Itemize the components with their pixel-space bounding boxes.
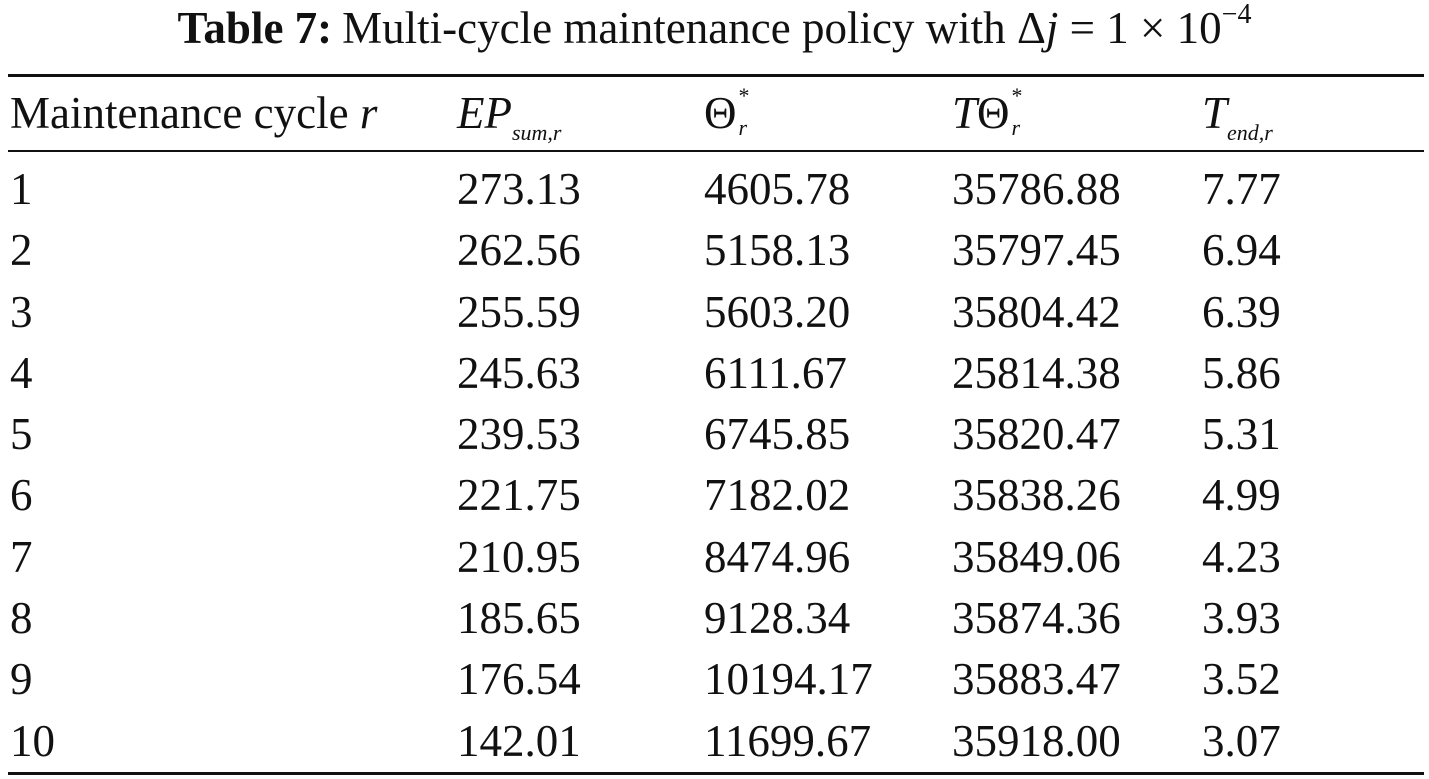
header-tend-sub: end,r: [1227, 120, 1273, 145]
cell-t-theta: 35883.47: [952, 654, 1121, 705]
table-row: 2 262.56 5158.13 35797.45 6.94: [0, 221, 1429, 282]
header-theta-star: Θ * r: [704, 82, 759, 144]
cell-theta: 11699.67: [704, 715, 872, 766]
cell-t-end: 4.99: [1202, 470, 1281, 521]
table-row: 1 273.13 4605.78 35786.88 7.77: [0, 160, 1429, 221]
cell-t-end: 5.31: [1202, 409, 1281, 460]
cell-ep-sum: 273.13: [457, 164, 581, 214]
caption-text: Multi-cycle maintenance policy with: [342, 3, 1006, 53]
cell-t-theta: 35874.36: [952, 593, 1121, 644]
table-row: 6 221.75 7182.02 35838.26 4.99: [0, 466, 1429, 527]
cell-ep-sum: 221.75: [457, 470, 581, 521]
cell-t-theta: 35786.88: [952, 164, 1121, 214]
cell-t-end: 3.52: [1202, 654, 1281, 705]
table-top-rule: [8, 74, 1424, 77]
header-ep-sum: EPsum,r: [457, 82, 562, 152]
cell-cycle: 1: [10, 164, 33, 214]
cell-t-theta: 35849.06: [952, 531, 1121, 582]
table-bottom-rule: [8, 772, 1424, 775]
header-ep-sub: sum,r: [511, 120, 562, 145]
cell-t-end: 6.39: [1202, 286, 1281, 337]
caption-variable: j: [1045, 3, 1059, 53]
header-theta-sup: *: [738, 83, 750, 108]
cell-theta: 6111.67: [704, 347, 847, 398]
header-ttheta-t: T: [952, 88, 978, 138]
cell-cycle: 4: [10, 347, 33, 398]
cell-theta: 8474.96: [704, 531, 851, 582]
cell-ep-sum: 239.53: [457, 409, 581, 460]
header-theta-scripts: * r: [737, 82, 759, 144]
cell-t-theta: 35804.42: [952, 286, 1121, 337]
cell-t-end: 3.93: [1202, 593, 1281, 644]
table-row: 4 245.63 6111.67 25814.38 5.86: [0, 344, 1429, 405]
table-row: 7 210.95 8474.96 35849.06 4.23: [0, 528, 1429, 589]
header-t-end: Tend,r: [1202, 82, 1273, 152]
header-ep-main: EP: [457, 88, 512, 138]
header-ttheta-scripts: * r: [1010, 82, 1032, 144]
table-row: 9 176.54 10194.17 35883.47 3.52: [0, 650, 1429, 711]
caption-delta-symbol: Δ: [1016, 3, 1046, 53]
cell-theta: 5603.20: [704, 286, 851, 337]
cell-cycle: 3: [10, 286, 33, 337]
table-row: 10 142.01 11699.67 35918.00 3.07: [0, 712, 1429, 773]
cell-cycle: 10: [10, 715, 55, 766]
cell-ep-sum: 210.95: [457, 531, 581, 582]
cell-cycle: 6: [10, 470, 33, 521]
cell-theta: 10194.17: [704, 654, 873, 705]
cell-ep-sum: 245.63: [457, 347, 581, 398]
table-header-rule: [8, 150, 1424, 152]
cell-cycle: 2: [10, 225, 33, 276]
caption-label: Table 7:: [177, 3, 333, 53]
cell-theta: 7182.02: [704, 470, 851, 521]
cell-t-end: 4.23: [1202, 531, 1281, 582]
caption-exponent: −4: [1221, 0, 1252, 30]
cell-ep-sum: 185.65: [457, 593, 581, 644]
table-row: 8 185.65 9128.34 35874.36 3.93: [0, 589, 1429, 650]
header-cycle-text: Maintenance cycle: [10, 88, 360, 138]
header-ttheta-sup: *: [1011, 83, 1023, 108]
cell-theta: 4605.78: [704, 164, 851, 214]
table-header-row: Maintenance cycle r EPsum,r Θ * r TΘ * r Ten…: [0, 82, 1429, 145]
cell-t-end: 5.86: [1202, 347, 1281, 398]
cell-ep-sum: 262.56: [457, 225, 581, 276]
header-ttheta-theta: Θ: [977, 88, 1010, 138]
cell-ep-sum: 176.54: [457, 654, 581, 705]
header-t-theta-star: TΘ * r: [952, 82, 1032, 144]
table-caption: Table 7: Multi-cycle maintenance policy w…: [0, 0, 1429, 54]
cell-cycle: 5: [10, 409, 33, 460]
cell-theta: 9128.34: [704, 593, 851, 644]
cell-t-theta: 35918.00: [952, 715, 1121, 766]
cell-t-end: 3.07: [1202, 715, 1281, 766]
table-row: 3 255.59 5603.20 35804.42 6.39: [0, 283, 1429, 344]
cell-t-theta: 35838.26: [952, 470, 1121, 521]
cell-theta: 5158.13: [704, 225, 851, 276]
header-theta-sub: r: [738, 115, 748, 140]
cell-t-end: 7.77: [1202, 164, 1281, 214]
cell-ep-sum: 142.01: [457, 715, 581, 766]
cell-cycle: 9: [10, 654, 33, 705]
caption-formula-value: = 1 × 10: [1058, 3, 1222, 53]
table-row: 5 239.53 6745.85 35820.47 5.31: [0, 405, 1429, 466]
cell-t-end: 6.94: [1202, 225, 1281, 276]
cell-ep-sum: 255.59: [457, 286, 581, 337]
cell-t-theta: 35820.47: [952, 409, 1121, 460]
header-tend-main: T: [1202, 88, 1228, 138]
cell-cycle: 7: [10, 531, 33, 582]
cell-cycle: 8: [10, 593, 33, 644]
header-ttheta-sub: r: [1011, 115, 1021, 140]
table-body: 1 273.13 4605.78 35786.88 7.77 2 262.56 …: [0, 160, 1429, 773]
header-theta-main: Θ: [704, 88, 737, 138]
cell-t-theta: 35797.45: [952, 225, 1121, 276]
cell-theta: 6745.85: [704, 409, 851, 460]
header-maintenance-cycle: Maintenance cycle r: [10, 82, 377, 144]
cell-t-theta: 25814.38: [952, 347, 1121, 398]
header-cycle-var: r: [359, 88, 378, 138]
